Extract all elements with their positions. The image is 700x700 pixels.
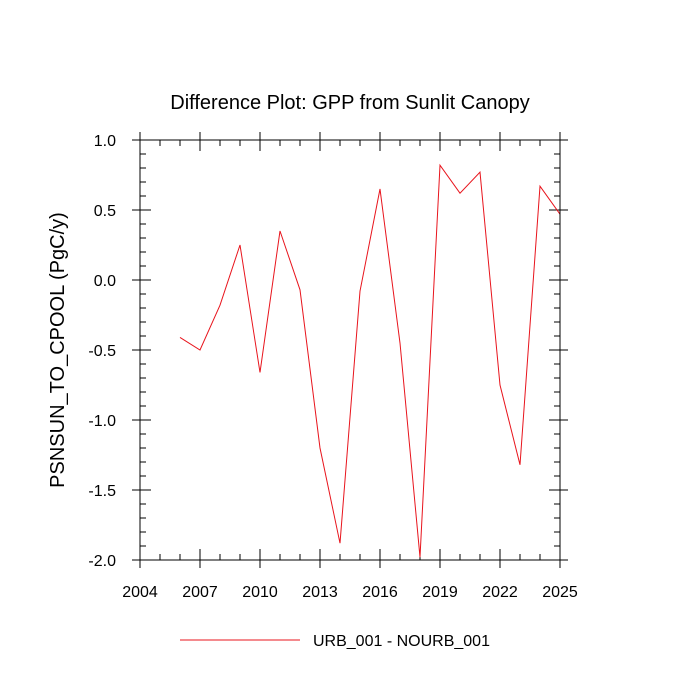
chart-title: Difference Plot: GPP from Sunlit Canopy <box>170 92 529 114</box>
y-tick-label: -1.5 <box>88 483 116 500</box>
x-tick-label: 2013 <box>302 584 338 601</box>
legend-label: URB_001 - NOURB_001 <box>313 633 490 650</box>
y-axis-label: PSNSUN_TO_CPOOL (PgC/y) <box>47 212 69 488</box>
x-tick-label: 2019 <box>422 584 458 601</box>
x-tick-label: 2022 <box>482 584 518 601</box>
x-tick-label: 2016 <box>362 584 398 601</box>
series-layer <box>179 163 561 558</box>
y-tick-label: -2.0 <box>88 553 116 570</box>
y-tick-label: -0.5 <box>88 343 116 360</box>
x-axis: 2004 2007 2010 2013 2016 2019 2022 2025 <box>122 132 578 601</box>
x-tick-label: 2004 <box>122 584 158 601</box>
x-tick-label: 2025 <box>542 584 578 601</box>
y-tick-label: 1.0 <box>94 133 116 150</box>
legend: URB_001 - NOURB_001 <box>180 633 490 650</box>
y-tick-label: 0.5 <box>94 203 116 220</box>
plot-frame <box>139 139 561 561</box>
x-tick-label: 2007 <box>182 584 218 601</box>
x-tick-label: 2010 <box>242 584 278 601</box>
y-tick-label: -1.0 <box>88 413 116 430</box>
series-line <box>179 163 561 558</box>
y-axis: 1.0 0.5 0.0 -0.5 -1.0 -1.5 -2.0 <box>88 133 568 570</box>
y-tick-label: 0.0 <box>94 273 116 290</box>
